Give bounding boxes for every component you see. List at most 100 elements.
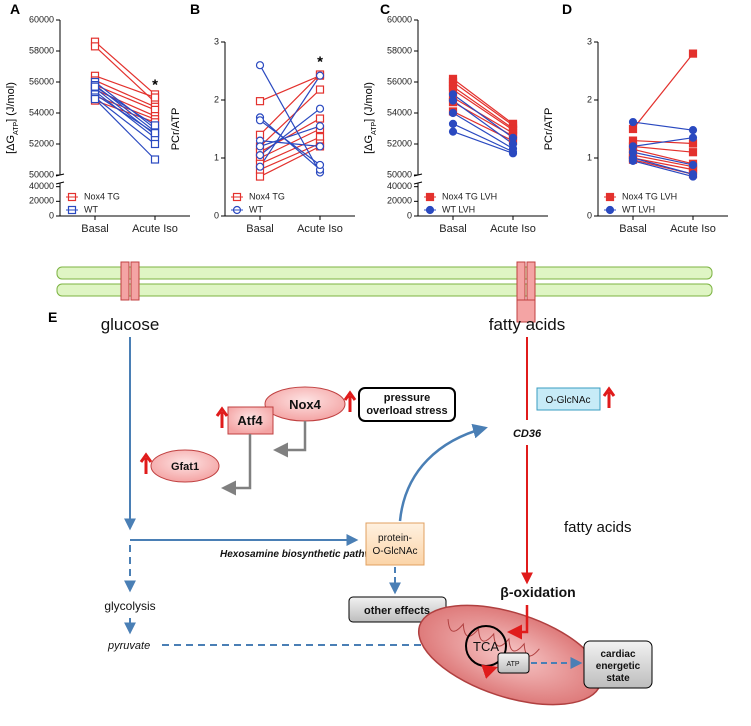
- pair-line: [632, 151, 694, 166]
- energetic-label: cardiac: [600, 649, 635, 660]
- point: [255, 151, 265, 160]
- x-tick-label: Basal: [246, 223, 274, 235]
- legend-item: Nox4 TG: [66, 191, 120, 201]
- legend-label: Nox4 TG LVH: [442, 191, 497, 201]
- transporter: [526, 261, 536, 301]
- y-tick-label: 0: [214, 210, 219, 220]
- point: [315, 85, 325, 94]
- panel-letter: B: [190, 1, 200, 17]
- point: [628, 124, 638, 134]
- point: [90, 82, 100, 91]
- pair-line: [452, 89, 514, 131]
- stress-label: overload stress: [366, 405, 447, 417]
- y-tick-label: 60000: [29, 14, 54, 24]
- pair-line: [94, 95, 156, 120]
- point: [628, 117, 638, 127]
- legend-item: Nox4 TG LVH: [604, 191, 677, 201]
- y-tick-label: 52000: [387, 138, 412, 148]
- point: [255, 61, 265, 70]
- point: [315, 160, 325, 170]
- y-axis-label: PCr/ATP: [170, 108, 182, 151]
- y-tick-label: 0: [407, 210, 412, 220]
- y-tick-label: 1: [587, 152, 592, 162]
- y-tick-label: 1: [214, 152, 219, 162]
- legend-item: WT LVH: [604, 204, 655, 214]
- panel-letter: E: [48, 309, 57, 325]
- y-tick-label: 50000: [29, 169, 54, 179]
- pair-line: [632, 137, 694, 147]
- x-tick-label: Acute Iso: [297, 223, 343, 235]
- x-tick-label: Acute Iso: [132, 223, 178, 235]
- pair-line: [632, 157, 694, 171]
- up-arrow: [215, 406, 229, 428]
- pair-line: [632, 145, 694, 153]
- y-tick-label: 2: [214, 94, 219, 104]
- point: [150, 129, 160, 138]
- up-arrow: [602, 386, 616, 408]
- up-arrow: [139, 452, 153, 474]
- pair-line: [94, 98, 156, 160]
- pathway-label: Hexosamine biosynthetic pathway: [220, 549, 384, 560]
- pair-line: [452, 93, 514, 139]
- pair-line: [632, 53, 694, 130]
- energetic-label: state: [606, 673, 630, 684]
- point: [255, 162, 265, 171]
- point: [448, 108, 458, 118]
- arrow: [221, 434, 252, 496]
- legend-label: WT: [84, 204, 98, 214]
- panel-letter: D: [562, 1, 572, 17]
- panel-letter: A: [10, 1, 20, 17]
- pair-line: [632, 157, 694, 175]
- point: [688, 148, 698, 157]
- point: [150, 93, 160, 102]
- pair-line: [259, 145, 321, 178]
- x-tick-label: Acute Iso: [490, 223, 536, 235]
- arrow: [507, 605, 529, 640]
- gfat1-label: Gfat1: [171, 461, 199, 473]
- pair-line: [452, 131, 514, 154]
- axis-break: [55, 181, 65, 185]
- x-tick-label: Basal: [619, 223, 647, 235]
- y-tick-label: 20000: [29, 196, 54, 206]
- y-tick-label: 40000: [29, 181, 54, 191]
- transporter: [516, 299, 536, 323]
- arrow: [481, 664, 498, 679]
- y-axis-label-part: ] (J/mol): [363, 82, 375, 122]
- point: [150, 139, 160, 149]
- axis-break: [413, 181, 423, 185]
- energetic-label: energetic: [596, 661, 641, 672]
- pair-line: [259, 118, 321, 153]
- y-axis-label: PCr/ATP: [543, 108, 555, 151]
- pair-line: [259, 75, 321, 102]
- y-tick-label: 52000: [29, 138, 54, 148]
- arrow: [273, 421, 307, 458]
- y-tick-label: 0: [49, 210, 54, 220]
- protein-box: [365, 522, 425, 566]
- y-tick-label: 3: [214, 36, 219, 46]
- legend-label: WT LVH: [622, 204, 655, 214]
- y-axis-label-part: [ΔG: [5, 135, 17, 154]
- pair-line: [632, 121, 694, 131]
- y-tick-label: 58000: [387, 45, 412, 55]
- y-tick-label: 56000: [29, 76, 54, 86]
- pair-line: [259, 75, 321, 168]
- annotation: *: [152, 77, 158, 94]
- pair-line: [259, 136, 321, 165]
- pair-line: [94, 41, 156, 95]
- pair-line: [452, 86, 514, 129]
- legend-item: Nox4 TG: [231, 191, 285, 201]
- pair-line: [452, 112, 514, 150]
- x-tick-label: Basal: [81, 223, 109, 235]
- pair-line: [94, 90, 156, 139]
- point: [315, 121, 325, 131]
- pair-line: [632, 160, 694, 178]
- y-axis-label-part: ATP: [13, 122, 20, 135]
- legend-item: WT: [231, 204, 263, 214]
- transporter: [130, 261, 140, 301]
- stress-label: pressure: [384, 392, 430, 404]
- pair-line: [94, 81, 156, 129]
- point: [688, 133, 698, 142]
- point: [255, 172, 265, 181]
- energetic-box: [583, 640, 653, 689]
- pair-line: [632, 154, 694, 168]
